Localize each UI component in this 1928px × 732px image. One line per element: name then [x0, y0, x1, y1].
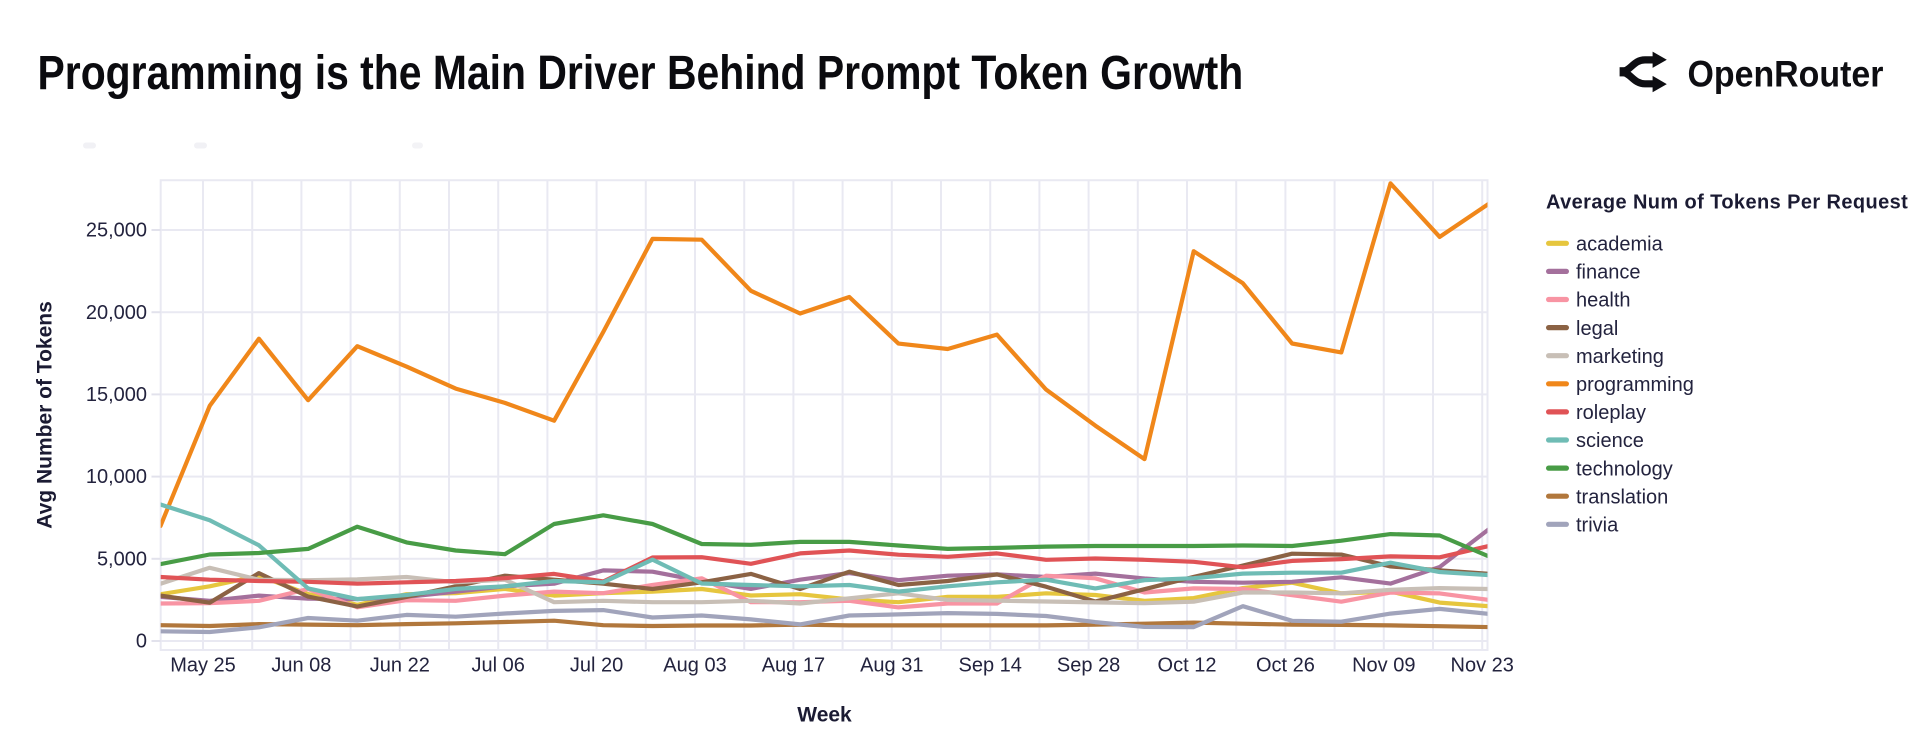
svg-text:trivia: trivia — [1576, 515, 1619, 537]
svg-text:academia: academia — [1576, 234, 1664, 256]
svg-text:25,000: 25,000 — [86, 220, 147, 242]
svg-text:Jul 20: Jul 20 — [570, 654, 623, 676]
svg-text:Oct 12: Oct 12 — [1158, 654, 1217, 676]
svg-text:Programming is the Main Driver: Programming is the Main Driver Behind Pr… — [38, 47, 1244, 100]
svg-text:Week: Week — [797, 704, 852, 727]
svg-text:Aug 03: Aug 03 — [663, 654, 726, 676]
svg-text:15,000: 15,000 — [86, 384, 147, 406]
svg-text:Nov 09: Nov 09 — [1352, 654, 1415, 676]
svg-text:5,000: 5,000 — [97, 548, 147, 570]
svg-text:Aug 31: Aug 31 — [860, 654, 923, 676]
svg-text:legal: legal — [1576, 318, 1618, 340]
svg-text:OpenRouter: OpenRouter — [1688, 53, 1884, 95]
svg-text:marketing: marketing — [1576, 346, 1664, 368]
svg-text:Nov 23: Nov 23 — [1451, 654, 1514, 676]
svg-text:Avg Number of Tokens: Avg Number of Tokens — [34, 301, 57, 529]
svg-text:science: science — [1576, 430, 1644, 452]
svg-text:Average Num of Tokens Per Requ: Average Num of Tokens Per Request — [1546, 192, 1908, 214]
svg-text:May 25: May 25 — [170, 654, 236, 676]
svg-text:Sep 28: Sep 28 — [1057, 654, 1120, 676]
svg-text:Sep 14: Sep 14 — [959, 654, 1022, 676]
svg-text:Oct 26: Oct 26 — [1256, 654, 1315, 676]
svg-text:health: health — [1576, 290, 1631, 312]
svg-text:10,000: 10,000 — [86, 466, 147, 488]
svg-text:Jun 22: Jun 22 — [370, 654, 430, 676]
svg-text:programming: programming — [1576, 374, 1694, 396]
svg-text:Jul 06: Jul 06 — [472, 654, 525, 676]
svg-text:Jun 08: Jun 08 — [271, 654, 331, 676]
svg-text:roleplay: roleplay — [1576, 402, 1646, 424]
svg-text:20,000: 20,000 — [86, 302, 147, 324]
svg-text:translation: translation — [1576, 486, 1668, 508]
svg-text:Aug 17: Aug 17 — [762, 654, 825, 676]
svg-text:0: 0 — [136, 631, 147, 653]
svg-text:finance: finance — [1576, 262, 1641, 284]
svg-text:technology: technology — [1576, 458, 1673, 480]
